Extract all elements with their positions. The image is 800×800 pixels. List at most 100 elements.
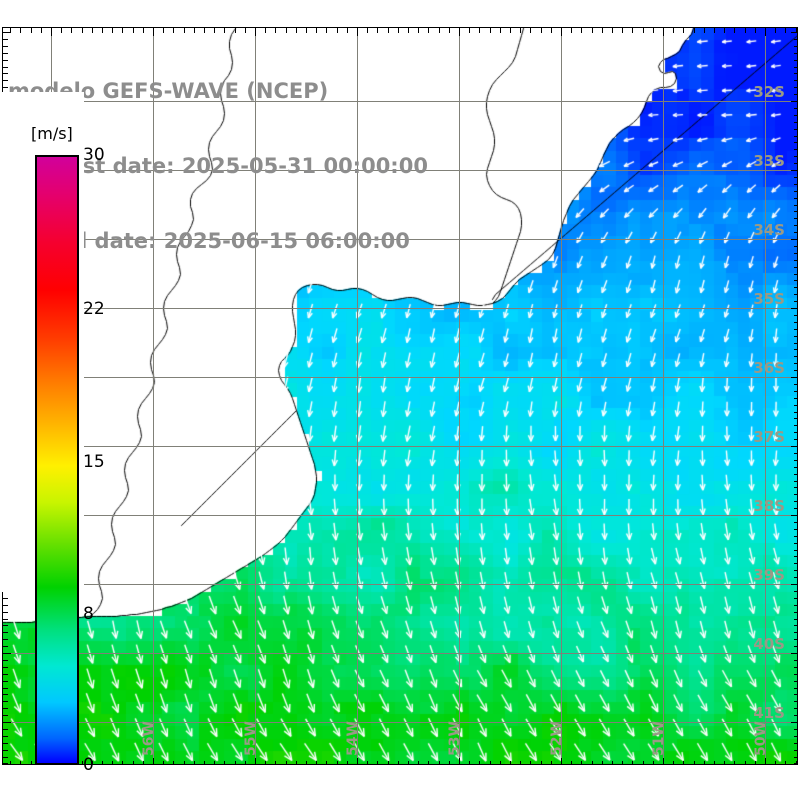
axis-tick bbox=[388, 761, 389, 764]
graticule-lat-32S bbox=[3, 101, 797, 102]
axis-tick bbox=[794, 274, 797, 275]
axis-tick bbox=[775, 28, 776, 33]
axis-tick bbox=[306, 28, 307, 33]
axis-tick bbox=[734, 28, 735, 33]
axis-tick bbox=[794, 363, 797, 364]
axis-tick bbox=[785, 28, 786, 33]
axis-tick bbox=[551, 28, 552, 33]
axis-tick bbox=[794, 736, 797, 737]
axis-tick bbox=[3, 729, 8, 730]
axis-tick bbox=[794, 136, 797, 137]
axis-tick bbox=[581, 28, 582, 33]
axis-tick bbox=[418, 28, 419, 33]
lon-label-54W: 54W bbox=[345, 721, 361, 756]
axis-tick bbox=[612, 761, 613, 764]
axis-tick bbox=[316, 761, 317, 764]
axis-tick bbox=[794, 301, 797, 302]
axis-tick bbox=[791, 515, 797, 516]
axis-tick bbox=[592, 28, 593, 33]
axis-tick bbox=[796, 761, 797, 764]
axis-tick bbox=[3, 736, 8, 737]
axis-tick bbox=[143, 761, 144, 764]
axis-tick bbox=[418, 761, 419, 764]
axis-tick bbox=[791, 101, 797, 102]
axis-tick bbox=[794, 94, 797, 95]
axis-tick bbox=[122, 28, 123, 33]
axis-tick bbox=[510, 28, 511, 33]
axis-tick bbox=[643, 761, 644, 764]
axis-tick bbox=[794, 267, 797, 268]
axis-tick bbox=[306, 761, 307, 764]
axis-tick bbox=[794, 474, 797, 475]
axis-tick bbox=[663, 758, 664, 764]
lat-label-38S: 38S bbox=[753, 497, 785, 515]
axis-tick bbox=[275, 761, 276, 764]
axis-tick bbox=[82, 28, 83, 33]
axis-tick bbox=[775, 761, 776, 764]
axis-tick bbox=[3, 46, 8, 47]
axis-tick bbox=[3, 632, 8, 633]
axis-tick bbox=[745, 761, 746, 764]
axis-tick bbox=[3, 612, 8, 613]
axis-tick bbox=[10, 761, 11, 764]
axis-tick bbox=[337, 28, 338, 33]
axis-tick bbox=[31, 28, 32, 33]
axis-tick bbox=[683, 28, 684, 33]
axis-tick bbox=[398, 761, 399, 764]
axis-tick bbox=[794, 522, 797, 523]
axis-tick bbox=[794, 681, 797, 682]
axis-tick bbox=[500, 761, 501, 764]
axis-tick bbox=[794, 336, 797, 337]
axis-tick bbox=[794, 646, 797, 647]
axis-tick bbox=[794, 694, 797, 695]
colorbar-gradient bbox=[35, 155, 79, 765]
axis-tick bbox=[3, 625, 8, 626]
axis-tick bbox=[794, 232, 797, 233]
axis-tick bbox=[794, 494, 797, 495]
axis-tick bbox=[469, 28, 470, 33]
axis-tick bbox=[194, 28, 195, 33]
axis-tick bbox=[791, 446, 797, 447]
axis-tick bbox=[367, 761, 368, 764]
axis-tick bbox=[541, 761, 542, 764]
axis-tick bbox=[408, 28, 409, 33]
axis-tick bbox=[794, 191, 797, 192]
axis-tick bbox=[791, 170, 797, 171]
axis-tick bbox=[794, 529, 797, 530]
axis-tick bbox=[794, 398, 797, 399]
axis-tick bbox=[663, 28, 664, 36]
axis-tick bbox=[794, 343, 797, 344]
axis-tick bbox=[794, 743, 797, 744]
axis-tick bbox=[794, 487, 797, 488]
lat-label-37S: 37S bbox=[753, 428, 785, 446]
axis-tick bbox=[102, 761, 103, 764]
axis-tick bbox=[194, 761, 195, 764]
axis-tick bbox=[714, 761, 715, 764]
lat-label-33S: 33S bbox=[753, 152, 785, 170]
axis-tick bbox=[286, 761, 287, 764]
axis-tick bbox=[794, 708, 797, 709]
axis-tick bbox=[794, 598, 797, 599]
axis-tick bbox=[632, 761, 633, 764]
axis-tick bbox=[794, 418, 797, 419]
axis-tick bbox=[235, 28, 236, 33]
axis-tick bbox=[683, 761, 684, 764]
axis-tick bbox=[20, 28, 21, 33]
axis-tick bbox=[3, 53, 8, 54]
axis-tick bbox=[745, 28, 746, 33]
graticule-lon-52W bbox=[561, 28, 562, 764]
axis-tick bbox=[602, 761, 603, 764]
axis-tick bbox=[347, 28, 348, 33]
axis-tick bbox=[794, 53, 797, 54]
axis-tick bbox=[643, 28, 644, 33]
axis-tick bbox=[3, 60, 8, 61]
axis-tick bbox=[3, 743, 8, 744]
axis-tick bbox=[794, 294, 797, 295]
axis-tick bbox=[694, 28, 695, 33]
graticule-lat-38S bbox=[3, 515, 797, 516]
axis-tick bbox=[3, 605, 8, 606]
axis-tick bbox=[326, 761, 327, 764]
axis-tick bbox=[794, 763, 797, 764]
axis-tick bbox=[3, 667, 8, 668]
